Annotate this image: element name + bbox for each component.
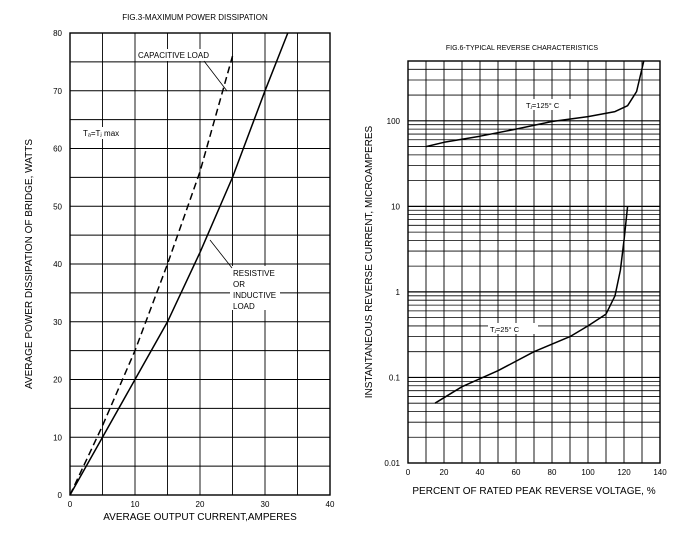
- chart-fig6-y-axis-label: INSTANTANEOUS REVERSE CURRENT, MICROAMPE…: [364, 125, 375, 398]
- x-tick-label: 30: [261, 500, 270, 509]
- y-tick-label: 0: [58, 491, 63, 500]
- x-tick-label: 20: [196, 500, 205, 509]
- x-tick-label: 20: [440, 468, 449, 477]
- chart-fig6-x-axis-label: PERCENT OF RATED PEAK REVERSE VOLTAGE, %: [412, 486, 655, 497]
- y-tick-label: 0.01: [384, 459, 400, 468]
- chart-fig3-grid: [70, 33, 330, 495]
- x-tick-label: 60: [512, 468, 521, 477]
- chart-fig3-x-ticks: 0 10 20 30 40: [68, 500, 335, 509]
- resistive-inductive-load-curve: [69, 32, 289, 496]
- chart-fig6-x-ticks: 0 20 40 60 80 100 120 140: [406, 468, 667, 477]
- chart-fig6-series: [425, 60, 645, 404]
- chart-fig3-frame: [69, 32, 331, 496]
- y-tick-label: 40: [53, 260, 62, 269]
- resistive-label-line4: LOAD: [233, 302, 255, 311]
- chart-fig3-title: FIG.3-MAXIMUM POWER DISSIPATION: [122, 13, 268, 22]
- y-tick-label: 10: [391, 202, 400, 211]
- capacitive-leader-line: [203, 60, 228, 92]
- chart-fig6-frame: [407, 60, 661, 464]
- chart-fig6-grid: [408, 61, 660, 463]
- y-tick-label: 1: [396, 288, 401, 297]
- temp-label-bg: [81, 127, 133, 139]
- x-tick-label: 120: [617, 468, 631, 477]
- y-tick-label: 100: [387, 117, 401, 126]
- y-tick-label: 20: [53, 376, 62, 385]
- temp-condition-label: Tₐ=Tⱼ max: [83, 129, 119, 138]
- capacitive-label-bg: [136, 49, 218, 61]
- y-tick-label: 30: [53, 318, 62, 327]
- x-tick-label: 40: [326, 500, 335, 509]
- resistive-label-line1: RESISTIVE: [233, 269, 275, 278]
- x-tick-label: 0: [68, 500, 73, 509]
- chart-fig3-x-axis-label: AVERAGE OUTPUT CURRENT,AMPERES: [103, 512, 297, 523]
- x-tick-label: 140: [653, 468, 667, 477]
- y-tick-label: 60: [53, 145, 62, 154]
- tj25-curve: [434, 206, 629, 404]
- x-tick-label: 80: [548, 468, 557, 477]
- resistive-label-bg: [230, 266, 280, 310]
- resistive-label-line3: INDUCTIVE: [233, 291, 276, 300]
- y-tick-label: 0.1: [389, 373, 401, 382]
- capacitive-load-curve: [69, 55, 234, 496]
- t125-label-bg: [524, 99, 578, 110]
- chart-fig3-series: [69, 32, 289, 496]
- x-tick-label: 100: [581, 468, 595, 477]
- capacitive-load-label: CAPACITIVE LOAD: [138, 51, 209, 60]
- t25-label-bg: [488, 323, 538, 334]
- chart-fig3-y-axis-label: AVERAGE POWER DISSIPATION OF BRIDGE, WAT…: [24, 139, 35, 389]
- chart-fig6-y-ticks: 0.01 0.1 1 10 100: [384, 117, 400, 468]
- resistive-leader-line: [209, 239, 233, 269]
- y-tick-label: 70: [53, 87, 62, 96]
- y-tick-label: 80: [53, 29, 62, 38]
- t125-series-label: Tⱼ=125° C: [526, 101, 560, 110]
- chart-fig6: FIG.6-TYPICAL REVERSE CHARACTERISTICS 0.…: [364, 45, 667, 497]
- x-tick-label: 40: [476, 468, 485, 477]
- chart-fig3-y-ticks: 0 10 20 30 40 50 60 70 80: [53, 29, 62, 500]
- chart-fig3: FIG.3-MAXIMUM POWER DISSIPATION 0 10 20 30 4…: [24, 13, 335, 523]
- tj125-curve: [425, 60, 645, 148]
- chart-fig6-title: FIG.6-TYPICAL REVERSE CHARACTERISTICS: [446, 45, 599, 52]
- y-tick-label: 10: [53, 433, 62, 442]
- y-tick-label: 50: [53, 202, 62, 211]
- resistive-label-line2: OR: [233, 280, 245, 289]
- x-tick-label: 10: [131, 500, 140, 509]
- x-tick-label: 0: [406, 468, 411, 477]
- t25-series-label: Tⱼ=25° C: [490, 325, 520, 334]
